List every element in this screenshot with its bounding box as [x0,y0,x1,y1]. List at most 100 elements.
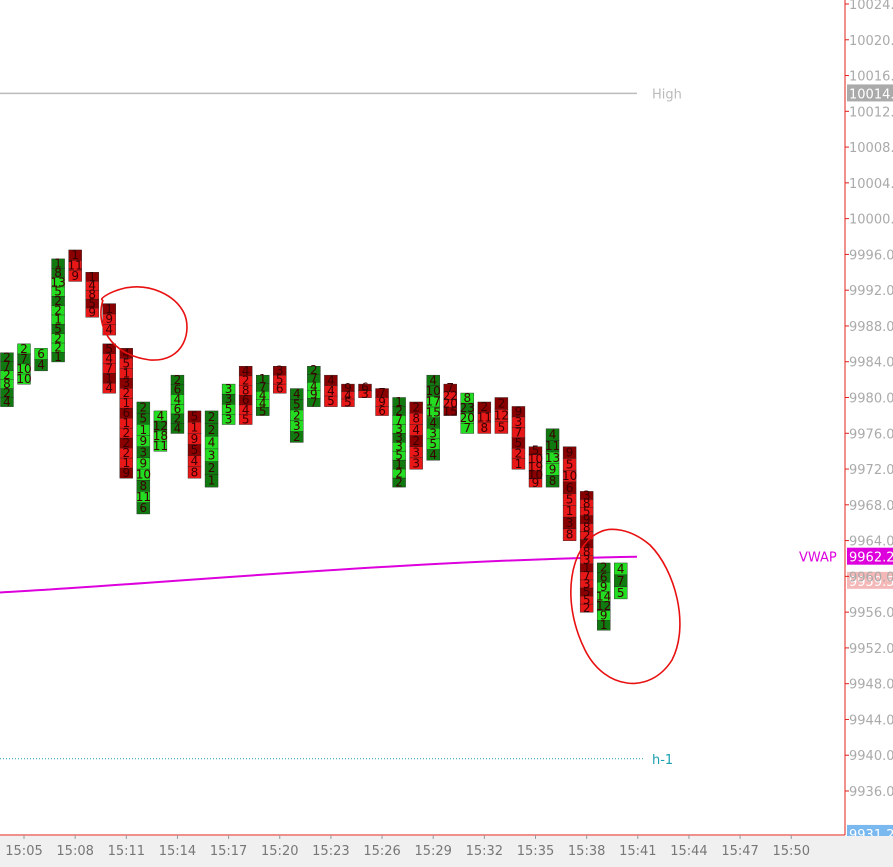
footprint-cell-value: 8 [583,545,591,559]
footprint-cell-value: 5 [344,396,352,410]
footprint-cell-value: 12 [596,599,611,613]
time-tick-label: 15:17 [210,844,247,859]
footprint-cell [545,475,560,488]
footprint-cell-value: 11 [153,439,168,453]
time-tick-label: 15:29 [414,844,451,859]
footprint-bar: 796 [375,386,389,418]
footprint-cell-value: 1 [105,371,113,385]
footprint-cell [597,620,611,631]
footprint-cell-value: 2 [54,303,62,317]
footprint-cell-value: 4 [310,379,318,393]
footprint-cell-value: 8 [549,474,557,488]
time-axis[interactable]: 15:05 15:08 15:11 15:14 15:17 15:20 15:23 15:26… [5,835,810,859]
footprint-bar: 63 [358,380,372,401]
footprint-cell-value: 4 [105,323,113,337]
time-tick-label: 15:08 [56,844,93,859]
footprint-cell-value: 3 [293,419,301,433]
time-tick-label: 15:44 [670,844,707,859]
footprint-cell-value: 3 [395,440,403,454]
footprint-cell-value: 2 [122,446,130,460]
footprint-cell-value: 7 [3,359,11,373]
footprint-cell-value: 3 [395,431,403,445]
footprint-cell [68,270,82,282]
footprint-cell [614,586,628,600]
footprint-cell-value: 4 [191,454,199,468]
price-tick-label: 9940.0 [849,749,893,764]
footprint-cell-value: 2 [293,430,301,444]
annotation-ellipse [570,528,681,685]
footprint-cell-value: 6 [361,380,369,394]
price-tick-label: 9936.0 [849,785,893,800]
price-tick-label: 9952.0 [849,642,893,657]
footprint-cell-value: 18 [153,429,168,443]
footprint-cell-value: 1 [54,350,62,364]
footprint-cell-value: 2 [122,436,130,450]
footprint-cell-value: 10 [16,372,31,386]
footprint-cell-value: 4 [412,423,420,437]
footprint-cell-value: 2 [583,529,591,543]
footprint-cell-value: 2 [208,410,216,424]
footprint-cell [307,398,321,407]
footprint-bar: 356 [273,364,287,396]
footprint-cell [443,407,457,416]
footprint-cell-value: 6 [600,570,608,584]
footprint-cell-value: 9 [549,462,557,476]
footprint-cell-value: 9 [310,387,318,401]
price-tag-text: 9959.5 [849,575,893,590]
footprint-cell-value: 2 [122,386,130,400]
footprint-cell-value: 2 [140,401,148,415]
footprint-cell-value: 6 [140,501,148,515]
footprint-cell-value: 1 [122,396,130,410]
footprint-cell-value: 3 [412,445,420,459]
vwap-price-text: 9962.2 [849,551,893,566]
footprint-cell-value: 3 [395,422,403,436]
footprint-cell-value: 7 [378,386,386,400]
footprint-cell [273,383,287,394]
footprint-cell-value: 4 [242,364,250,378]
footprint-cell-value: 5 [395,449,403,463]
footprint-cell [102,324,116,336]
footprint-cell-value: 8 [583,496,591,510]
price-tick-label: 10004. [849,177,893,192]
footprint-cell-value: 1 [583,561,591,575]
footprint-cell-value: 9 [566,446,574,460]
footprint-cell-value: 1 [600,618,608,632]
price-tick-label: 10012. [849,105,893,120]
footprint-cell-value: 15 [443,404,458,418]
footprint-cell-value: 5 [140,412,148,426]
footprint-cell [426,449,440,461]
footprint-cell [375,406,389,416]
price-tick-label: 9944.0 [849,713,893,728]
footprint-cell-value: 3 [583,553,591,567]
footprint-cell-value: 6 [276,382,284,396]
footprint-cell-value: 5 [583,505,591,519]
footprint-cell-value: 4 [105,381,113,395]
footprint-cell-value: 8 [481,421,489,435]
footprint-cell [392,477,406,488]
footprint-cell-value: 9 [88,306,96,320]
time-tick-label: 15:47 [721,844,758,859]
footprint-cell-value: 4 [37,358,45,372]
footprint-bar: 475 [614,562,628,600]
time-tick-label: 15:05 [5,844,42,859]
footprint-cell-value: 3 [515,415,523,429]
price-tick-label: 9948.0 [849,678,893,693]
footprint-cell-value: 4 [429,373,437,387]
footprint-cell-value: 2 [310,363,318,377]
footprint-cell-value: 8 [566,528,574,542]
footprint-cell [221,414,236,425]
footprint-cell-value: 7 [583,569,591,583]
